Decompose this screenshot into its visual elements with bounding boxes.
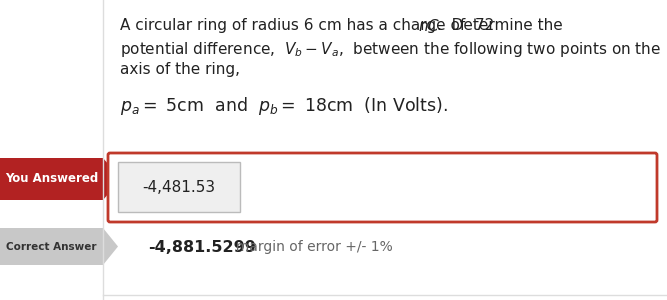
Text: Correct Answer: Correct Answer xyxy=(6,242,97,251)
FancyBboxPatch shape xyxy=(0,158,103,200)
Text: You Answered: You Answered xyxy=(5,172,98,185)
Text: A circular ring of radius 6 cm has a charge of  72: A circular ring of radius 6 cm has a cha… xyxy=(120,18,499,33)
Text: potential difference,  $V_b - V_a$,  between the following two points on the: potential difference, $V_b - V_a$, betwe… xyxy=(120,40,661,59)
Polygon shape xyxy=(103,158,121,200)
Polygon shape xyxy=(103,228,118,265)
Text: $p_a = $ 5cm  and  $p_b = $ 18cm  (In Volts).: $p_a = $ 5cm and $p_b = $ 18cm (In Volts… xyxy=(120,95,448,117)
Text: .  Determine the: . Determine the xyxy=(438,18,563,33)
Text: margin of error +/- 1%: margin of error +/- 1% xyxy=(227,240,393,254)
Text: -4,481.53: -4,481.53 xyxy=(143,179,215,194)
Text: -4,881.5299: -4,881.5299 xyxy=(148,239,256,254)
FancyBboxPatch shape xyxy=(108,153,657,222)
FancyBboxPatch shape xyxy=(118,162,240,212)
Text: axis of the ring,: axis of the ring, xyxy=(120,62,240,77)
FancyBboxPatch shape xyxy=(0,228,103,265)
Text: $nC$: $nC$ xyxy=(418,18,441,34)
